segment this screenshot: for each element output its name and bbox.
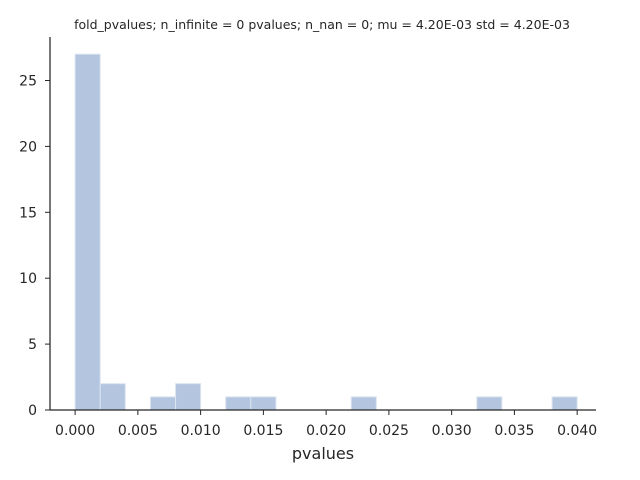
histogram-bar (99, 383, 126, 411)
histogram-bar (175, 383, 202, 411)
histogram-bar (74, 53, 101, 411)
x-tick-label: 0.035 (494, 423, 534, 439)
x-axis-ticks: 0.000 0.005 0.010 0.015 0.020 0.025 0.030 0.035… (55, 410, 597, 439)
x-tick-label: 0.025 (369, 423, 409, 439)
histogram-bars (74, 53, 578, 411)
histogram-bar (250, 396, 277, 411)
x-tick-label: 0.020 (306, 423, 346, 439)
histogram-bar (225, 396, 252, 411)
y-tick-label: 25 (19, 73, 37, 89)
y-tick-label: 5 (28, 337, 37, 353)
x-tick-label: 0.005 (118, 423, 158, 439)
x-tick-label: 0.030 (432, 423, 472, 439)
x-axis-label: pvalues (292, 444, 354, 463)
x-tick-label: 0.015 (243, 423, 283, 439)
y-tick-label: 15 (19, 205, 37, 221)
histogram-bar (551, 396, 578, 411)
x-tick-label: 0.040 (557, 423, 597, 439)
histogram-bar (476, 396, 503, 411)
histogram-bar (149, 396, 177, 411)
chart-title: fold_pvalues; n_infinite = 0 pvalues; n_… (74, 17, 570, 32)
y-axis-ticks: 0 5 10 15 20 25 (19, 73, 50, 419)
y-tick-label: 20 (19, 139, 37, 155)
x-tick-label: 0.010 (181, 423, 221, 439)
y-tick-label: 10 (19, 271, 37, 287)
x-tick-label: 0.000 (55, 423, 95, 439)
y-tick-label: 0 (28, 403, 37, 419)
histogram-bar (350, 396, 377, 411)
